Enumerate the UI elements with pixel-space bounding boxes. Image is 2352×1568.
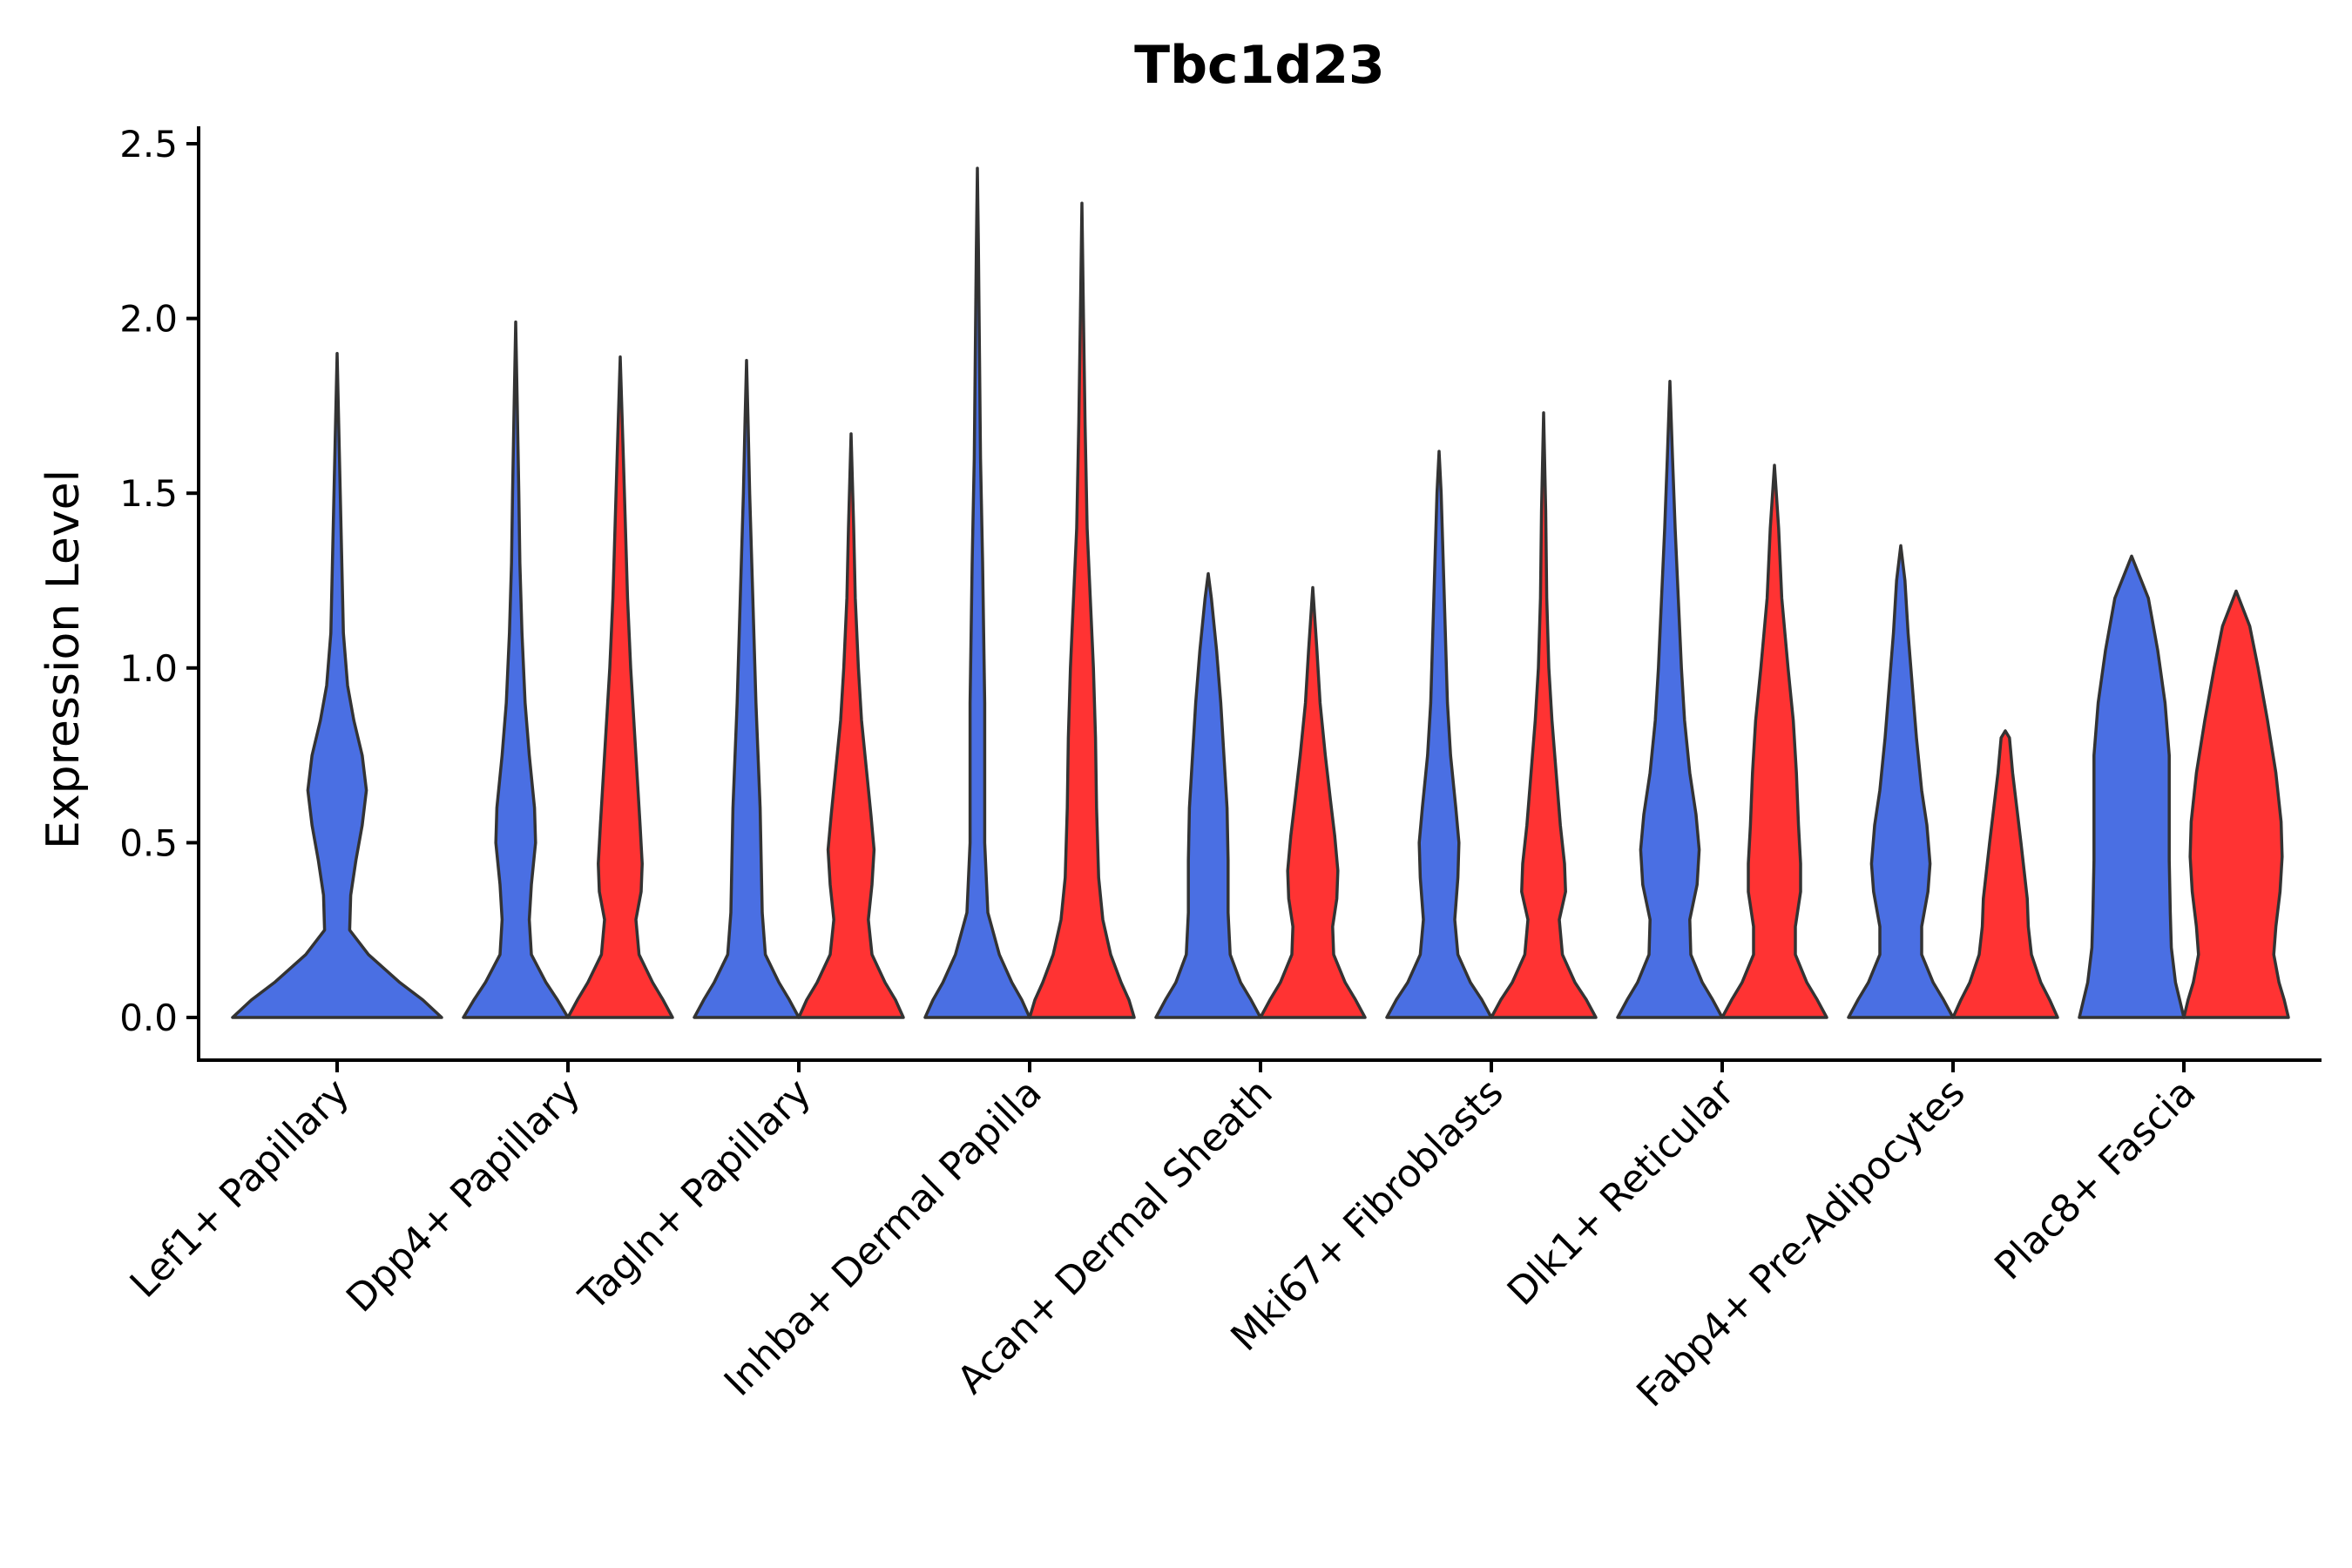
y-tick-label: 2.0 bbox=[119, 298, 178, 341]
violin-group_b bbox=[1951, 729, 2059, 1019]
violin-group_a bbox=[1385, 449, 1493, 1019]
violin-group_b bbox=[2182, 589, 2290, 1019]
x-tick-label: Tagln+ Papillary bbox=[571, 1071, 820, 1320]
violin-group_a bbox=[923, 166, 1031, 1019]
y-ticks: 0.0 0.5 1.0 1.5 2.0 2.5 bbox=[119, 123, 199, 1039]
violin-group_a bbox=[2078, 554, 2186, 1019]
violin-group_a bbox=[1847, 544, 1955, 1019]
violin-group_b bbox=[1490, 411, 1598, 1019]
chart-title: Tbc1d23 bbox=[1134, 35, 1385, 96]
violin-group_a bbox=[462, 320, 570, 1019]
violin-group_a bbox=[1616, 380, 1724, 1019]
y-axis-label: Expression Level bbox=[37, 470, 90, 849]
violin-group_b bbox=[1720, 463, 1828, 1019]
y-tick-label: 0.5 bbox=[119, 821, 178, 864]
violin-group_b bbox=[566, 355, 674, 1019]
x-tick-label: Dpp4+ Papillary bbox=[338, 1071, 589, 1321]
y-tick-label: 1.5 bbox=[119, 472, 178, 515]
x-tick-label: Plac8+ Fascia bbox=[1986, 1071, 2205, 1289]
x-tick-label: Lef1+ Papillary bbox=[122, 1071, 358, 1307]
x-tick-label: Dlk1+ Reticular bbox=[1499, 1070, 1744, 1315]
violin-group_a bbox=[231, 351, 443, 1019]
violin-group_a bbox=[1154, 571, 1262, 1019]
y-tick-label: 0.0 bbox=[119, 997, 178, 1039]
y-tick-label: 1.0 bbox=[119, 647, 178, 690]
violin-group_a bbox=[693, 358, 801, 1019]
y-tick-label: 2.5 bbox=[119, 123, 178, 166]
violin-group_b bbox=[797, 432, 905, 1019]
violin-group_b bbox=[1028, 201, 1136, 1019]
violin-group_b bbox=[1259, 585, 1367, 1019]
plot-marks bbox=[231, 166, 2290, 1019]
